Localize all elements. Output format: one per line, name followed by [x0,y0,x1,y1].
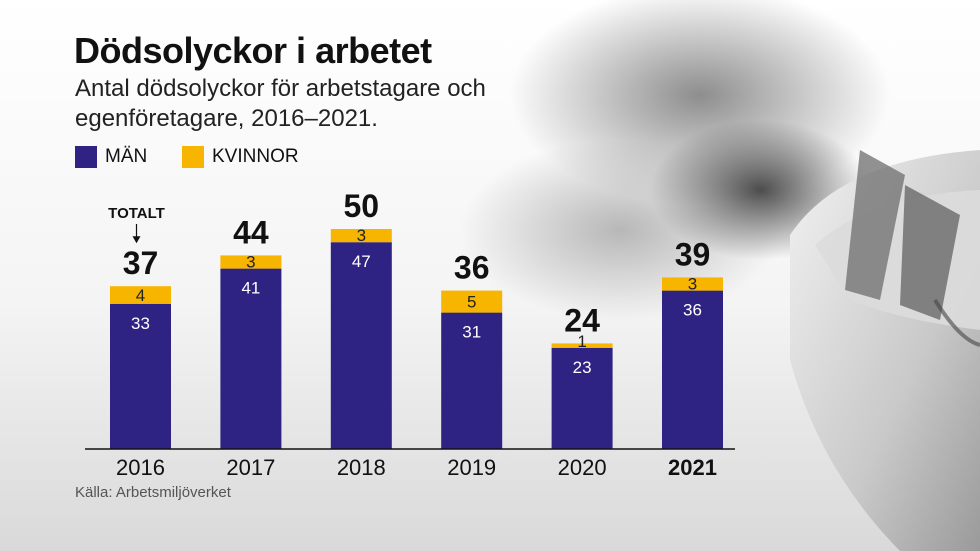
x-tick-label-2018: 2018 [337,455,386,480]
value-label-men-2018: 47 [352,252,371,271]
x-tick-label-2019: 2019 [447,455,496,480]
bar-women-2016 [110,286,171,304]
total-label-2016: 37 [123,245,159,281]
legend-item-men: MÄN [75,146,147,168]
bar-men-2018 [330,242,392,449]
value-label-men-2021: 36 [683,301,702,320]
total-label-2020: 24 [564,302,600,338]
legend-swatch-women [182,146,204,168]
source-note: Källa: Arbetsmiljöverket [75,484,231,501]
legend-item-women: KVINNOR [182,146,299,168]
bar-women-2021 [662,277,723,291]
bar-men-2017 [220,268,282,449]
value-label-men-2017: 41 [241,279,260,298]
total-label-2018: 50 [344,188,380,224]
chart-title: Dödsolyckor i arbetet [74,30,432,71]
value-label-women-2018: 3 [357,226,366,245]
value-label-women-2016: 4 [136,286,145,305]
bar-men-2021 [662,290,723,449]
x-tick-label-2017: 2017 [226,455,275,480]
bar-women-2019 [441,290,503,313]
total-marker-label: TOTALT [108,205,165,222]
bar-men-2016 [110,303,171,449]
bar-women-2018 [330,229,392,243]
value-label-men-2019: 31 [462,323,481,342]
x-tick-label-2021: 2021 [668,455,717,480]
value-label-women-2019: 5 [467,293,476,312]
total-label-2017: 44 [233,214,269,250]
x-tick-label-2016: 2016 [116,455,165,480]
legend-swatch-men [75,146,97,168]
total-label-2021: 39 [675,236,711,272]
x-tick-label-2020: 2020 [558,455,607,480]
bar-men-2020 [551,347,613,449]
bar-men-2019 [441,312,503,449]
value-label-women-2021: 3 [688,275,697,294]
value-label-men-2016: 33 [131,314,150,333]
legend-label-men: MÄN [105,146,148,167]
value-label-men-2020: 23 [573,358,592,377]
total-marker-arrowhead [132,236,141,244]
legend-label-women: KVINNOR [212,146,299,167]
bar-women-2017 [220,255,282,269]
chart-subtitle: Antal dödsolyckor för arbetstagare och e… [75,75,486,132]
value-label-women-2020: 1 [577,332,586,351]
total-label-2019: 36 [454,250,490,286]
value-label-women-2017: 3 [246,253,255,272]
bar-women-2020 [551,343,613,348]
